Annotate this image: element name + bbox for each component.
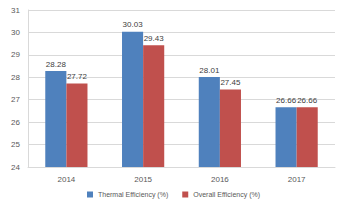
svg-text:Overall Efficiency (%): Overall Efficiency (%) [193, 191, 260, 199]
svg-text:2017: 2017 [288, 175, 306, 184]
svg-text:30: 30 [11, 28, 20, 37]
svg-text:2014: 2014 [57, 175, 75, 184]
svg-text:29.43: 29.43 [144, 34, 165, 43]
svg-text:30.03: 30.03 [123, 20, 144, 29]
svg-text:24: 24 [11, 163, 20, 172]
svg-text:29: 29 [11, 50, 20, 59]
svg-text:Thermal Efficiency (%): Thermal Efficiency (%) [98, 191, 168, 199]
svg-text:28.01: 28.01 [199, 66, 220, 75]
svg-text:28: 28 [11, 73, 20, 82]
svg-text:2016: 2016 [211, 175, 229, 184]
svg-text:31: 31 [11, 6, 20, 15]
svg-text:26: 26 [11, 118, 20, 127]
svg-text:26.66: 26.66 [276, 96, 297, 105]
svg-text:2015: 2015 [134, 175, 152, 184]
svg-text:27.45: 27.45 [220, 78, 241, 87]
svg-text:26.66: 26.66 [297, 96, 318, 105]
svg-text:28.28: 28.28 [46, 60, 67, 69]
svg-text:27: 27 [11, 95, 20, 104]
svg-text:27.72: 27.72 [67, 72, 88, 81]
svg-text:25: 25 [11, 140, 20, 149]
